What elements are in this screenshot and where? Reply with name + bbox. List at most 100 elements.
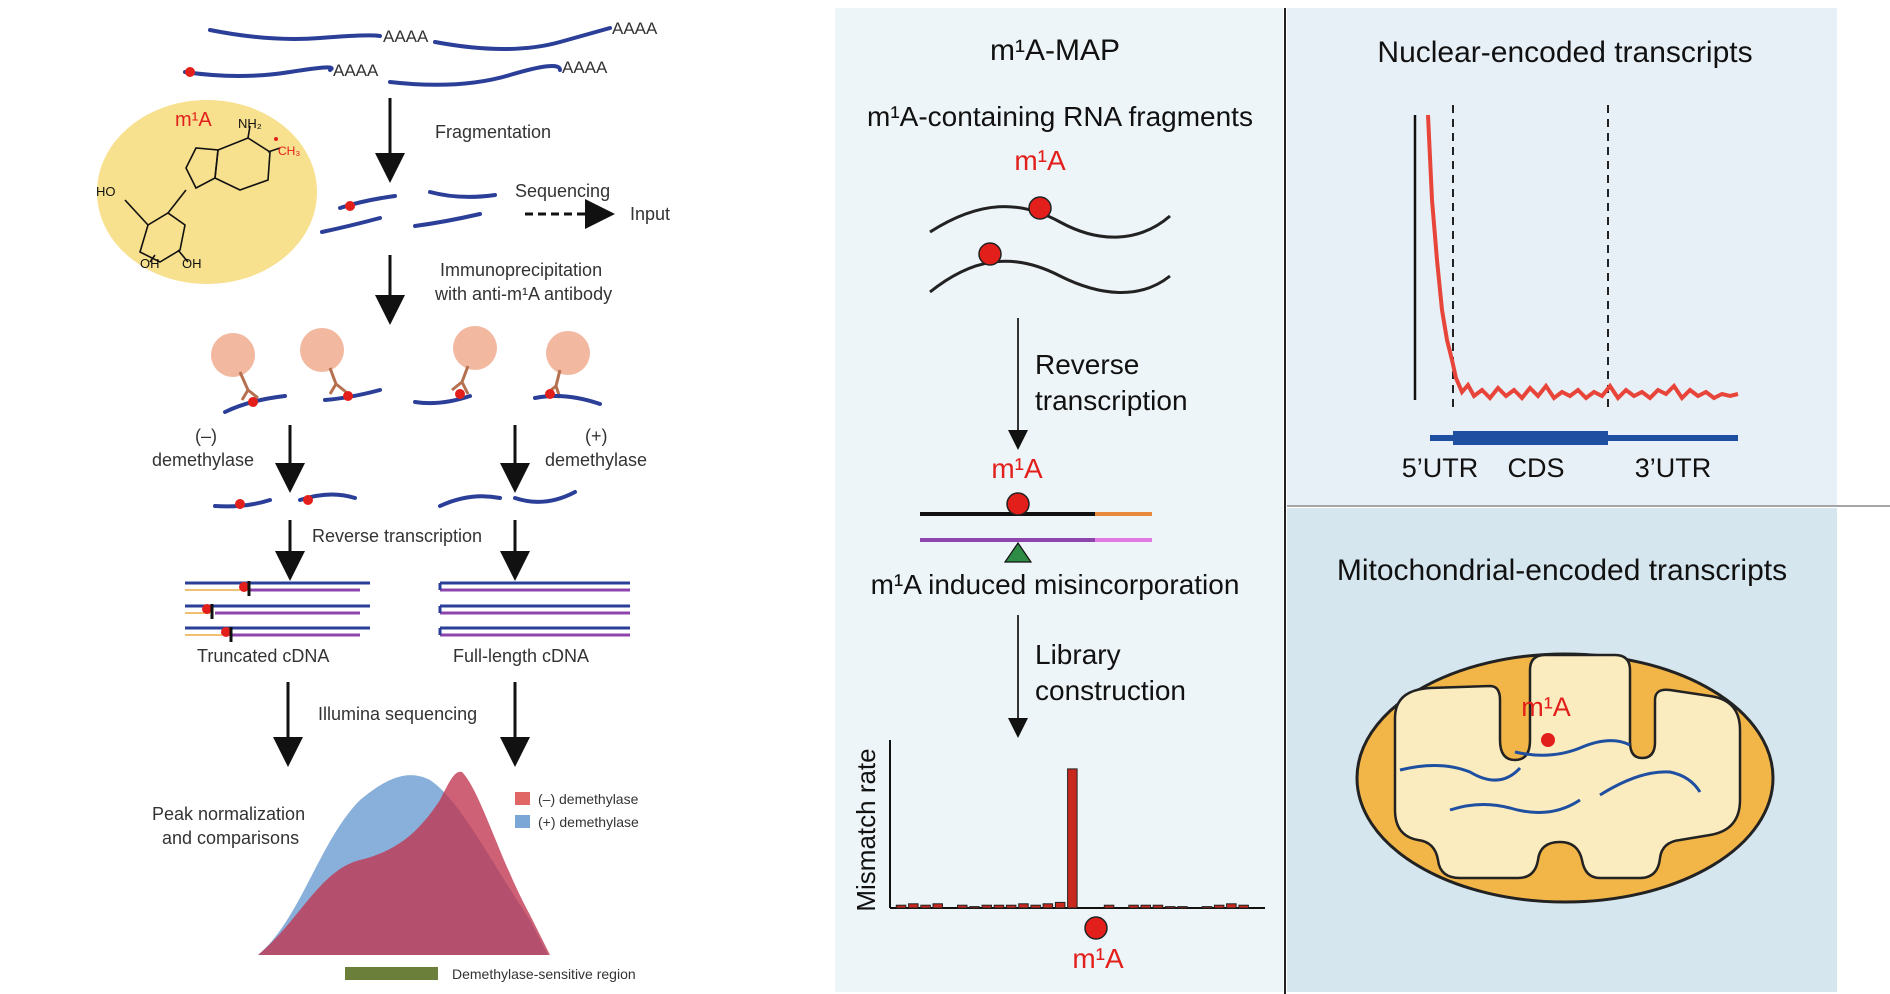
utr5-label: 5’UTR <box>1402 453 1479 483</box>
mismatch-bar <box>1054 901 1066 909</box>
mismatch-bar <box>969 906 980 909</box>
mismatch-bar <box>1201 906 1213 909</box>
m1a-dot <box>1006 492 1030 516</box>
mismatch-bar <box>1140 904 1151 909</box>
ip-label-line1: Immunoprecipitation <box>440 260 602 280</box>
ho-label: HO <box>96 184 116 199</box>
mismatch-bar <box>895 904 907 909</box>
input-label: Input <box>630 204 670 224</box>
ip-label-line2: with anti-m¹A antibody <box>434 284 612 304</box>
mismatch-bar <box>981 904 992 909</box>
misincorporation-marker <box>1003 541 1033 563</box>
chart-ylabel: Mismatch rate <box>851 748 881 911</box>
mismatch-bar <box>1042 903 1054 909</box>
m1a-dot <box>235 499 245 509</box>
mismatch-bar <box>1103 904 1115 909</box>
mrna-strands <box>183 26 612 87</box>
mismatch-bar <box>932 903 943 909</box>
adenine-ring <box>124 125 281 263</box>
peak-label-line2: and comparisons <box>162 828 299 848</box>
m1a-bottom-label: m¹A <box>1072 943 1124 974</box>
post-demethylase-fragments <box>213 490 577 509</box>
minus-demethylase-peak <box>258 771 550 955</box>
mt-rna-strand <box>1599 770 1702 797</box>
fragmentation-label: Fragmentation <box>435 122 551 142</box>
m1a-map-title: m¹A-MAP <box>990 34 1120 67</box>
legend-label-plus: (+) demethylase <box>538 814 639 830</box>
m1a-fragments-subtitle: m¹A-containing RNA fragments <box>867 101 1253 132</box>
nuclear-title: Nuclear-encoded transcripts <box>1377 36 1752 69</box>
nuclear-panel: Nuclear-encoded transcripts 5’UTR CDS 3’… <box>1287 8 1837 505</box>
m1a-structure-label: m¹A <box>175 109 212 131</box>
utr3-label: 3’UTR <box>1635 453 1712 483</box>
peak-label-line1: Peak normalization <box>152 804 305 824</box>
m1a-dot <box>1028 196 1052 220</box>
rna-fragments <box>320 190 497 234</box>
mismatch-bar <box>1213 904 1225 909</box>
mismatch-bar <box>1152 904 1164 909</box>
legend-swatch-minus <box>515 792 530 805</box>
mismatch-bar <box>920 904 931 909</box>
cds-label: CDS <box>1507 453 1564 483</box>
mismatch-bar <box>1238 904 1249 909</box>
cds-block <box>1453 431 1608 445</box>
illumina-label: Illumina sequencing <box>318 704 477 724</box>
full-length-cdna <box>438 581 630 637</box>
rna-wave <box>929 205 1171 239</box>
mt-rna-strand <box>1449 798 1581 814</box>
mitochondrion-inner <box>1393 653 1742 880</box>
transcription-label: transcription <box>1035 385 1188 416</box>
truncated-cdna <box>185 581 370 642</box>
left-panel: AAAA AAAA AAAA AAAA m¹A NH₂ CH₃ HO OH <box>96 19 670 982</box>
full-length-cdna-label: Full-length cDNA <box>453 646 589 666</box>
reverse-transcription-label: Reverse transcription <box>312 526 482 546</box>
legend-swatch-plus <box>515 815 530 828</box>
mito-title: Mitochondrial-encoded transcripts <box>1337 554 1787 587</box>
oh-label: OH <box>182 256 202 271</box>
mismatch-bar <box>1226 903 1237 909</box>
truncated-cdna-label: Truncated cDNA <box>197 646 329 666</box>
library-label: Library <box>1035 639 1121 670</box>
mito-panel: Mitochondrial-encoded transcripts m¹A <box>1287 508 1837 992</box>
misincorporation-label: m¹A induced misincorporation <box>871 569 1240 600</box>
minus-demethylase-label: demethylase <box>152 450 254 470</box>
region-label: Demethylase-sensitive region <box>452 966 636 982</box>
construction-label: construction <box>1035 675 1186 706</box>
m1a-dot <box>345 201 355 211</box>
nuclear-panel-background <box>1287 8 1837 505</box>
mrna-strand <box>433 26 612 51</box>
antibody-complexes <box>211 326 602 414</box>
middle-panel: m¹A-MAP m¹A-containing RNA fragments m¹A… <box>835 8 1283 992</box>
mismatch-bar <box>908 903 919 909</box>
m1a-mid-label: m¹A <box>991 453 1043 484</box>
plus-sign: (+) <box>585 426 608 446</box>
mt-rna-strand <box>1399 763 1522 782</box>
middle-panel-background <box>835 8 1283 992</box>
polya-tail: AAAA <box>383 27 429 46</box>
m1a-dot <box>1541 733 1555 747</box>
mt-rna-strand <box>1514 739 1631 757</box>
m1a-dot <box>978 242 1002 266</box>
mrna-strand <box>183 65 334 78</box>
mismatch-bar <box>993 904 1005 909</box>
oh-label: OH <box>140 256 160 271</box>
mismatch-chart: Mismatch rate m¹A <box>851 740 1265 974</box>
reverse-label: Reverse <box>1035 349 1139 380</box>
m1a-dot <box>1084 916 1108 940</box>
m1a-dot <box>185 67 195 77</box>
chart-bars <box>895 768 1249 909</box>
polya-tail: AAAA <box>612 19 658 38</box>
mismatch-bar <box>1177 906 1188 909</box>
mismatch-bar <box>1018 903 1029 909</box>
m1a-dot <box>303 495 313 505</box>
mismatch-bar <box>1030 904 1041 909</box>
polya-tail: AAAA <box>333 61 379 80</box>
ch3-label: CH₃ <box>278 144 300 158</box>
mismatch-bar <box>1165 906 1176 909</box>
nuclear-signal-trace <box>1426 114 1739 402</box>
polya-tail: AAAA <box>562 58 608 77</box>
mismatch-bar <box>1005 904 1017 909</box>
mrna-strand <box>208 28 382 41</box>
legend-label-minus: (–) demethylase <box>538 791 639 807</box>
